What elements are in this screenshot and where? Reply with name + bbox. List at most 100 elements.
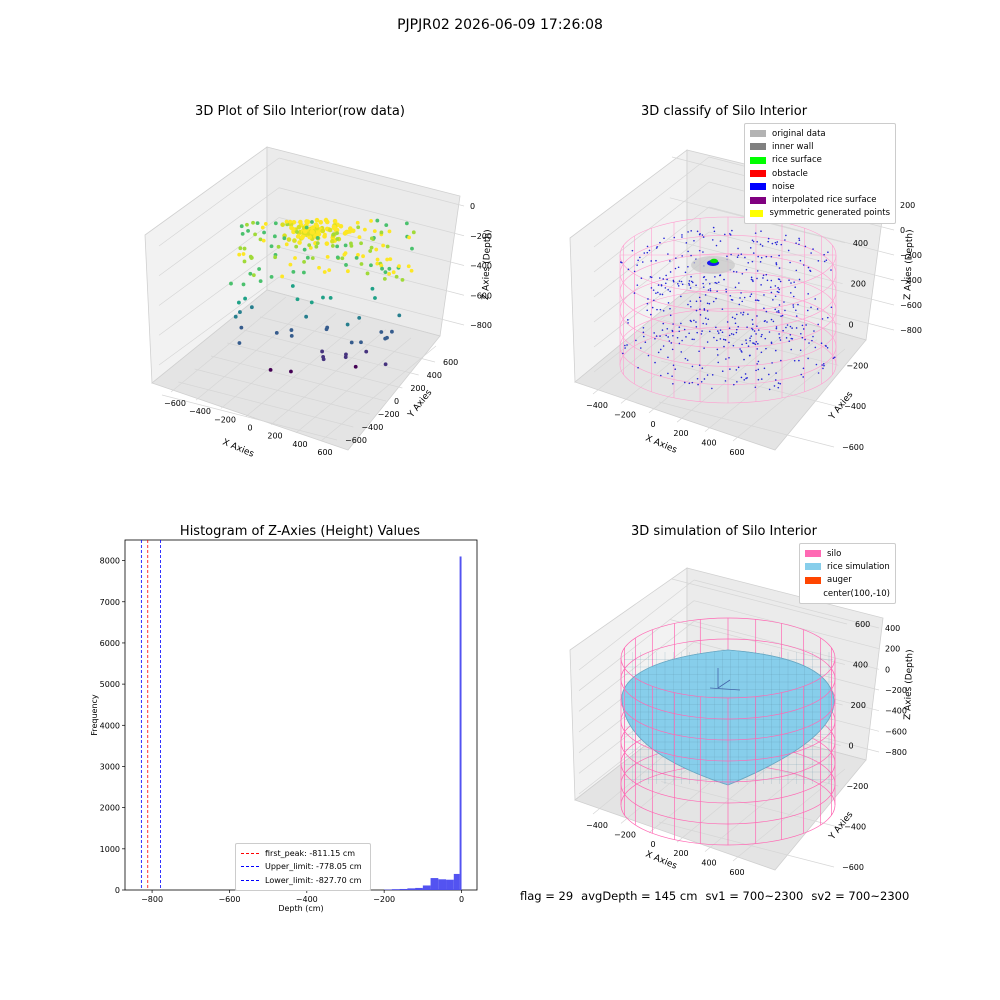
noise-point bbox=[677, 283, 679, 285]
noise-point bbox=[672, 383, 674, 385]
x-tick-label: −400 bbox=[586, 401, 608, 410]
noise-point bbox=[716, 348, 719, 351]
noise-point bbox=[789, 325, 792, 328]
histogram-bar bbox=[459, 556, 462, 890]
data-point bbox=[335, 231, 339, 236]
noise-point bbox=[795, 327, 798, 329]
noise-point bbox=[703, 309, 706, 311]
noise-point bbox=[719, 338, 722, 340]
z-tick-label: −600 bbox=[900, 301, 922, 310]
data-point bbox=[284, 219, 289, 224]
noise-point bbox=[753, 330, 756, 332]
data-point bbox=[387, 229, 392, 234]
noise-point bbox=[690, 254, 692, 257]
x-gridline bbox=[170, 296, 287, 393]
noise-point bbox=[687, 231, 689, 233]
data-point bbox=[239, 325, 244, 330]
data-point bbox=[332, 218, 338, 224]
data-point bbox=[245, 222, 249, 227]
noise-point bbox=[733, 383, 735, 386]
noise-point bbox=[690, 275, 692, 278]
x-tick-label: −200 bbox=[373, 895, 395, 904]
data-point bbox=[240, 232, 245, 236]
noise-point bbox=[691, 365, 694, 368]
noise-point bbox=[812, 335, 814, 338]
noise-point bbox=[751, 318, 754, 321]
noise-point bbox=[723, 345, 725, 348]
noise-point bbox=[705, 279, 707, 281]
noise-point bbox=[806, 309, 809, 312]
noise-point bbox=[627, 319, 629, 321]
noise-point bbox=[765, 255, 768, 258]
z-tick-label: −400 bbox=[900, 276, 922, 285]
data-point bbox=[241, 252, 246, 256]
noise-point bbox=[809, 270, 812, 273]
data-point bbox=[301, 270, 306, 275]
x-axis-label: Depth (cm) bbox=[278, 904, 323, 913]
noise-point bbox=[791, 327, 793, 329]
noise-point bbox=[662, 322, 665, 325]
noise-point bbox=[702, 286, 705, 288]
legend-item: noise bbox=[750, 180, 890, 193]
data-point bbox=[324, 241, 330, 246]
noise-point bbox=[659, 348, 662, 351]
noise-point bbox=[705, 323, 708, 325]
noise-point bbox=[770, 318, 773, 321]
noise-point bbox=[754, 386, 757, 389]
noise-point bbox=[680, 322, 682, 325]
noise-point bbox=[792, 306, 795, 308]
data-point bbox=[364, 349, 369, 354]
noise-point bbox=[788, 279, 790, 281]
noise-point bbox=[781, 314, 784, 317]
noise-point bbox=[739, 348, 741, 350]
legend-label: rice surface bbox=[772, 155, 822, 166]
data-point bbox=[383, 362, 388, 367]
noise-point bbox=[764, 337, 767, 340]
noise-point bbox=[642, 335, 645, 338]
data-point bbox=[229, 281, 233, 286]
noise-point bbox=[666, 278, 668, 281]
noise-point bbox=[689, 300, 692, 302]
noise-point bbox=[669, 271, 672, 273]
noise-point bbox=[792, 295, 795, 298]
noise-point bbox=[702, 236, 705, 238]
y-tick-label: 6000 bbox=[100, 639, 120, 648]
noise-point bbox=[775, 262, 778, 264]
data-point bbox=[310, 220, 314, 224]
x-tick-label: −200 bbox=[214, 415, 236, 424]
legend-swatch bbox=[805, 550, 821, 558]
y-tick-label: 0 bbox=[394, 397, 399, 406]
panel-title-raw: 3D Plot of Silo Interior(row data) bbox=[195, 104, 405, 119]
x-tick-label: −800 bbox=[141, 895, 163, 904]
noise-point bbox=[777, 386, 780, 389]
y-tick-label: −200 bbox=[846, 782, 868, 791]
noise-point bbox=[810, 252, 812, 254]
data-point bbox=[379, 230, 384, 235]
center-cluster bbox=[691, 256, 735, 274]
legend-item: silo bbox=[805, 547, 890, 560]
data-point bbox=[363, 227, 367, 232]
data-point bbox=[327, 268, 332, 273]
noise-point bbox=[670, 342, 673, 344]
z-gridline bbox=[693, 579, 880, 629]
noise-point bbox=[756, 277, 758, 280]
noise-point bbox=[784, 309, 786, 312]
legend-label: first_peak: -811.15 cm bbox=[265, 849, 356, 859]
data-point bbox=[320, 349, 325, 354]
noise-point bbox=[688, 332, 690, 335]
y-gridline bbox=[661, 781, 837, 827]
data-point bbox=[295, 297, 300, 302]
data-point bbox=[335, 255, 340, 260]
grid-lines bbox=[158, 157, 465, 442]
noise-point bbox=[751, 260, 754, 263]
data-point bbox=[249, 305, 254, 310]
noise-point bbox=[734, 317, 736, 320]
noise-point bbox=[795, 242, 797, 244]
panel-title-simulation: 3D simulation of Silo Interior bbox=[631, 524, 817, 539]
z-tick-labels: 200 0 −200 −400 −600 −800 bbox=[900, 201, 922, 335]
noise-point bbox=[633, 270, 636, 273]
noise-point bbox=[671, 375, 673, 377]
noise-point bbox=[726, 321, 729, 323]
noise-point bbox=[653, 299, 655, 302]
